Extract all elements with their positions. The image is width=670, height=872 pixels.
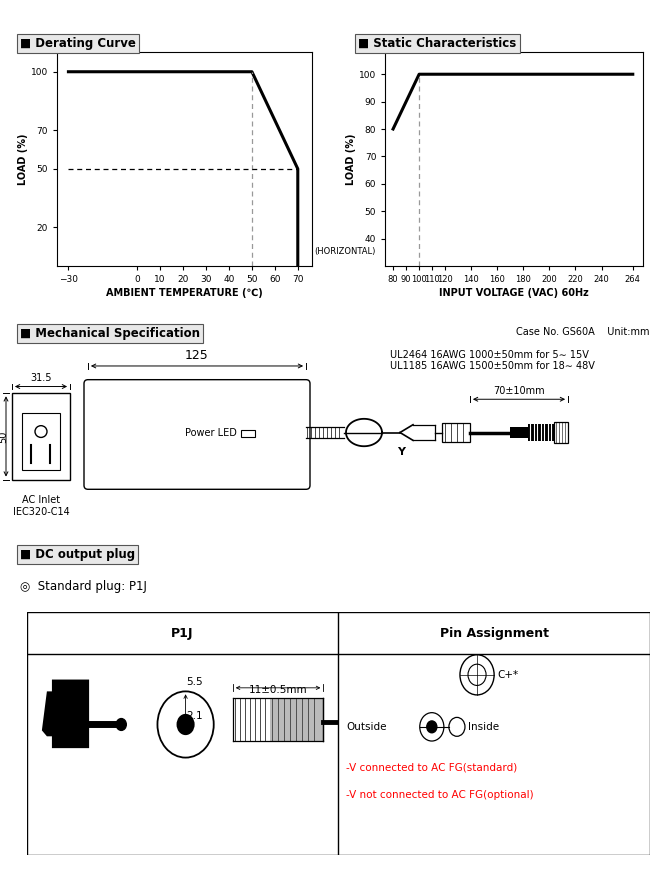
- Y-axis label: LOAD (%): LOAD (%): [346, 133, 356, 185]
- Text: UL2464 16AWG 1000±50mm for 5∼ 15V: UL2464 16AWG 1000±50mm for 5∼ 15V: [390, 351, 589, 360]
- Text: UL1185 16AWG 1500±50mm for 18∼ 48V: UL1185 16AWG 1500±50mm for 18∼ 48V: [390, 361, 595, 371]
- Text: Power LED: Power LED: [185, 427, 237, 438]
- Circle shape: [117, 719, 127, 731]
- Polygon shape: [42, 679, 89, 748]
- Text: 5.5: 5.5: [186, 677, 203, 686]
- Bar: [22, 413, 60, 470]
- Text: 11±0.5mm: 11±0.5mm: [249, 685, 308, 695]
- Bar: [528, 424, 554, 441]
- Bar: [12, 393, 70, 480]
- Text: Case No. GS60A    Unit:mm: Case No. GS60A Unit:mm: [517, 327, 650, 337]
- Polygon shape: [346, 419, 382, 446]
- Text: C+*: C+*: [497, 670, 519, 680]
- Bar: [510, 426, 528, 439]
- Bar: [554, 422, 568, 443]
- Circle shape: [468, 664, 486, 685]
- Text: (HORIZONTAL): (HORIZONTAL): [314, 247, 375, 255]
- Text: 70±10mm: 70±10mm: [493, 386, 545, 396]
- Text: -V connected to AC FG(standard): -V connected to AC FG(standard): [346, 762, 518, 772]
- Circle shape: [460, 655, 494, 695]
- X-axis label: INPUT VOLTAGE (VAC) 60Hz: INPUT VOLTAGE (VAC) 60Hz: [440, 288, 589, 298]
- Circle shape: [427, 721, 437, 732]
- Bar: [270, 698, 324, 741]
- Text: -V not connected to AC FG(optional): -V not connected to AC FG(optional): [346, 790, 534, 800]
- Text: Inside: Inside: [468, 722, 499, 732]
- Bar: [241, 430, 255, 438]
- Text: Pin Assignment: Pin Assignment: [440, 627, 549, 640]
- Circle shape: [177, 714, 195, 735]
- Text: 50: 50: [0, 430, 8, 443]
- Circle shape: [157, 691, 214, 758]
- Y-axis label: LOAD (%): LOAD (%): [18, 133, 28, 185]
- Text: ◎  Standard plug: P1J: ◎ Standard plug: P1J: [20, 580, 147, 593]
- Circle shape: [419, 712, 444, 741]
- Text: 125: 125: [185, 349, 209, 362]
- FancyBboxPatch shape: [84, 379, 310, 489]
- Circle shape: [449, 718, 465, 736]
- Text: ■ Static Characteristics: ■ Static Characteristics: [358, 37, 517, 50]
- Text: Y: Y: [397, 447, 405, 457]
- Text: ■ Mechanical Specification: ■ Mechanical Specification: [20, 327, 200, 340]
- Text: 2.1: 2.1: [186, 711, 203, 721]
- Text: 31.5: 31.5: [30, 372, 52, 383]
- Bar: [442, 423, 470, 442]
- X-axis label: AMBIENT TEMPERATURE (℃): AMBIENT TEMPERATURE (℃): [106, 288, 263, 298]
- Circle shape: [35, 426, 47, 438]
- Text: P1J: P1J: [172, 627, 194, 640]
- Text: ■ DC output plug: ■ DC output plug: [20, 548, 135, 561]
- Text: AC Inlet
IEC320-C14: AC Inlet IEC320-C14: [13, 495, 70, 517]
- Text: ■ Derating Curve: ■ Derating Curve: [20, 37, 136, 50]
- Text: Outside: Outside: [346, 722, 387, 732]
